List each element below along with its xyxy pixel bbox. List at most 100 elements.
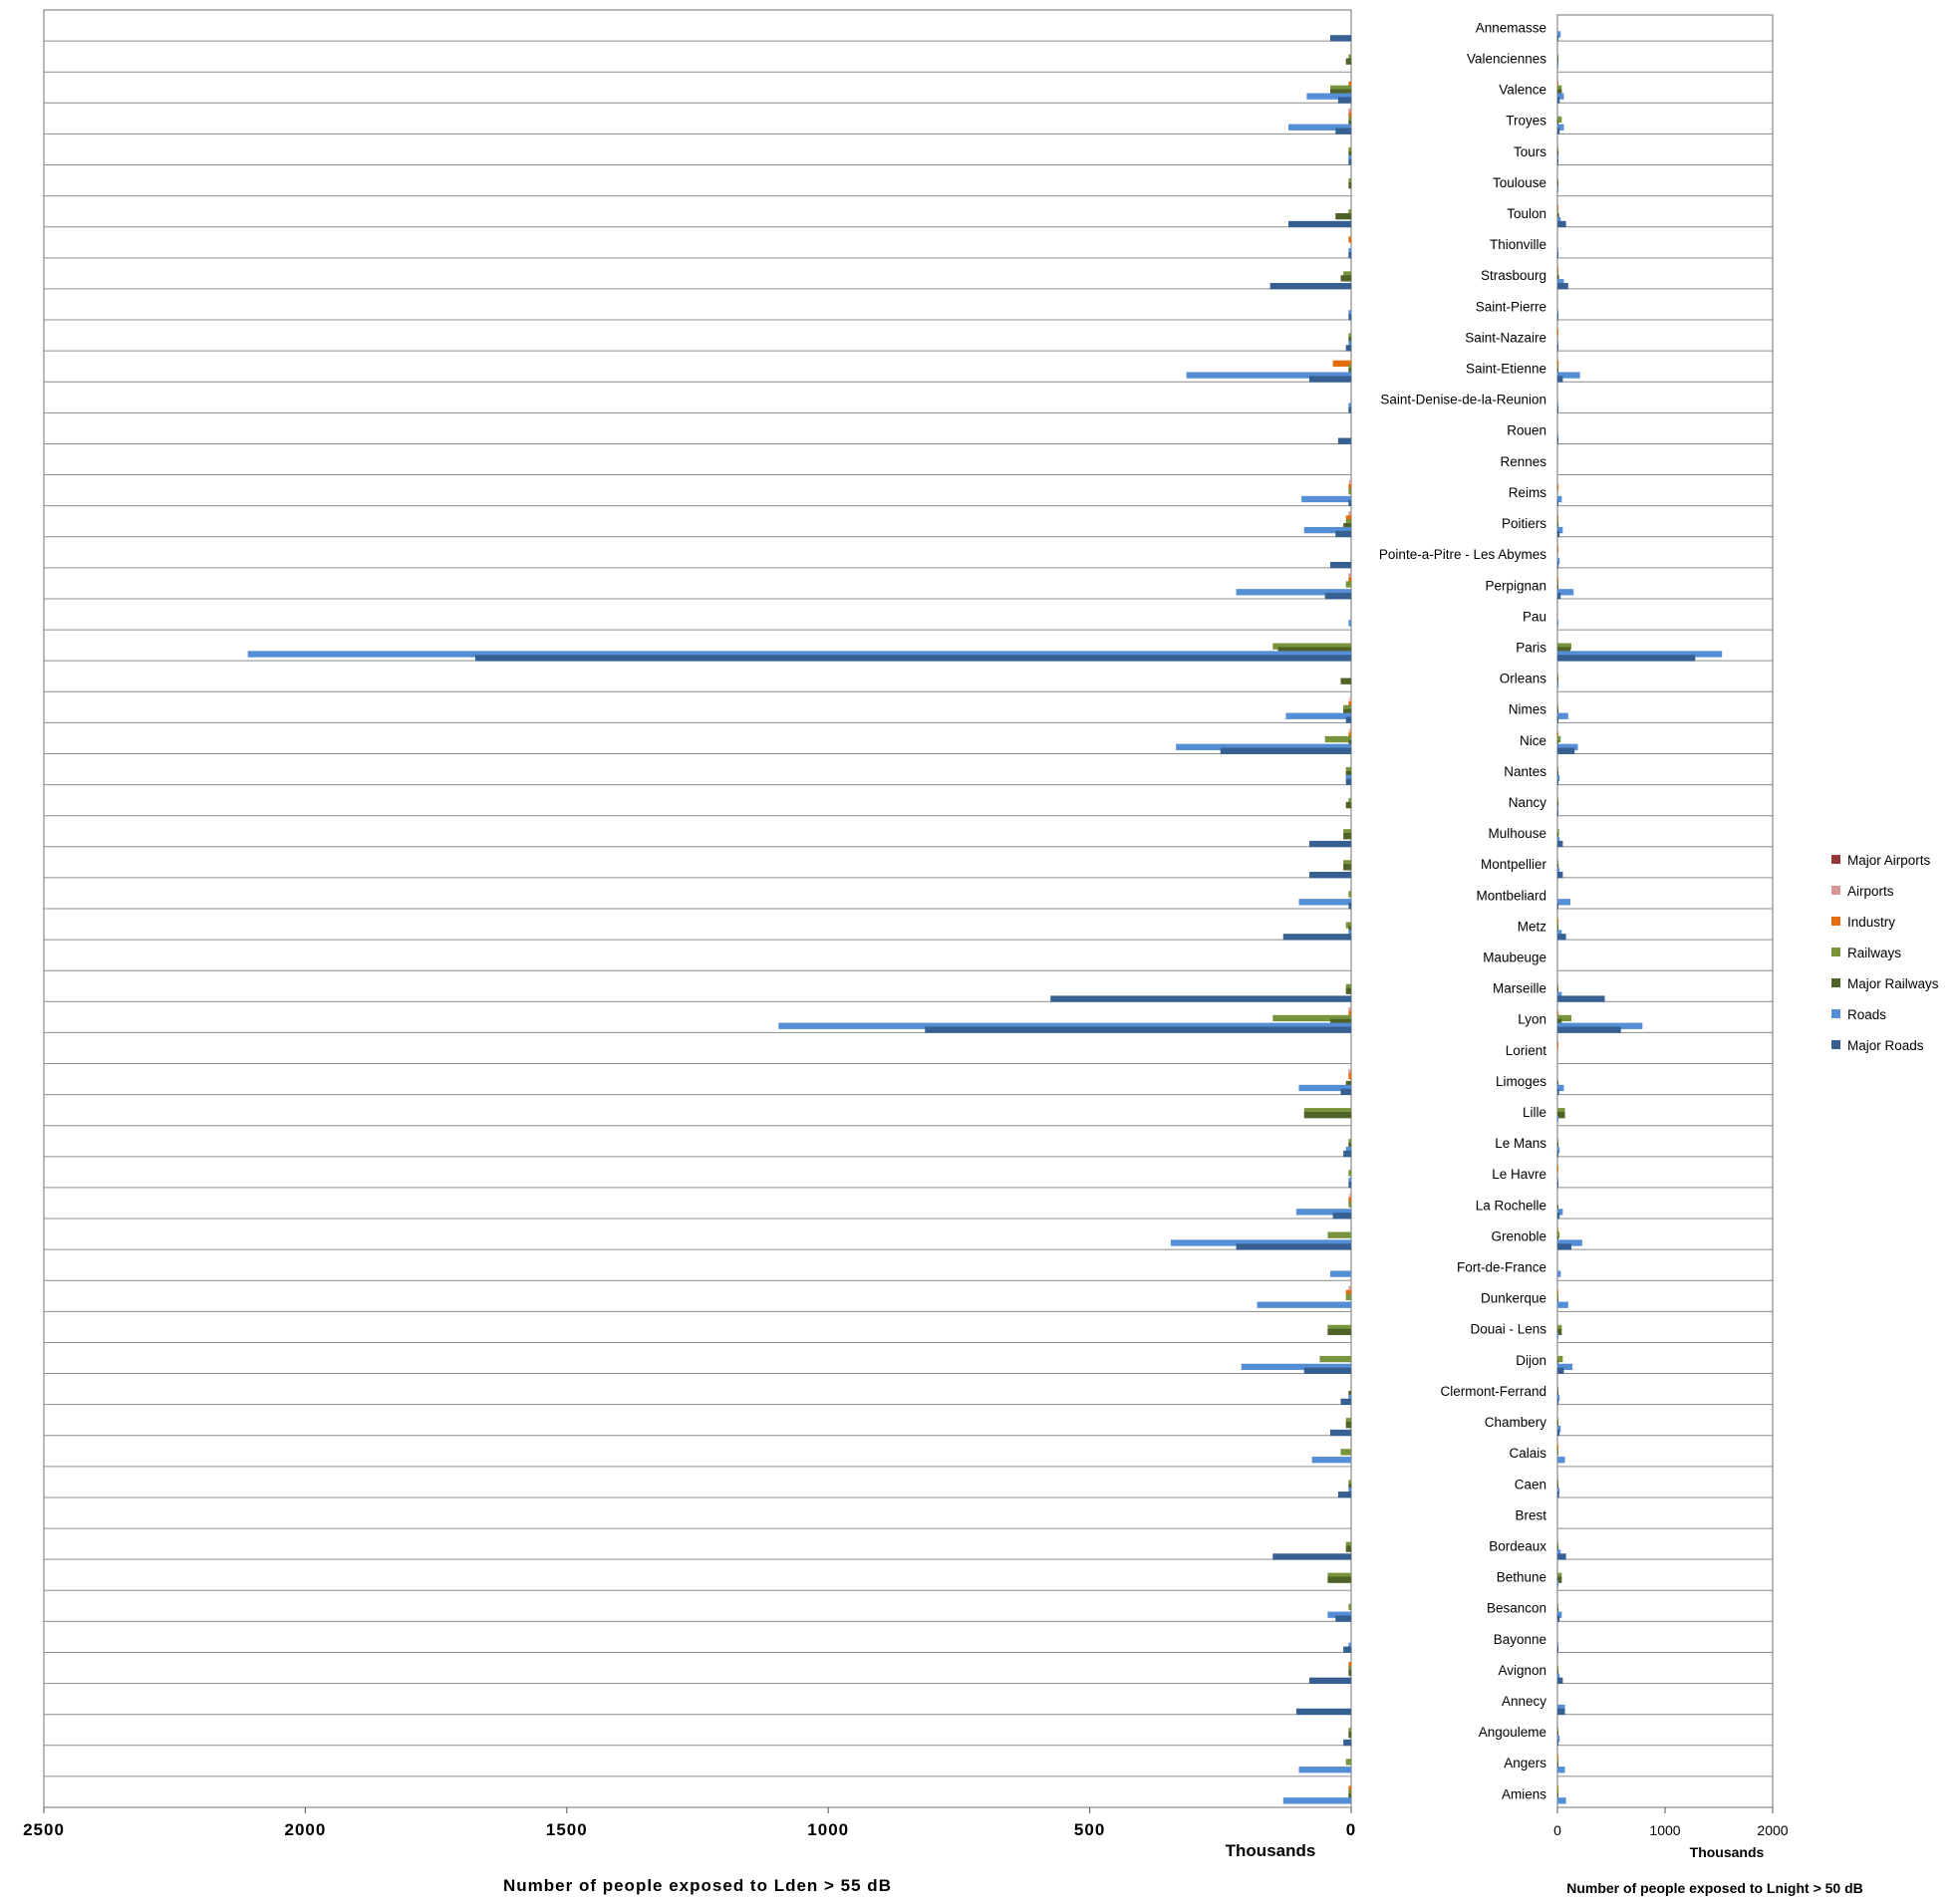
lnight-bar-roads-douai-lens (1557, 1333, 1558, 1339)
city-label-toulouse: Toulouse (1493, 175, 1546, 190)
lnight-bar-industry-saint-nazaire (1557, 330, 1558, 336)
lnight-bar-roads-nimes (1557, 713, 1568, 719)
lden-bar-major-roads-nimes (1346, 716, 1351, 722)
city-label-clermont-ferrand: Clermont-Ferrand (1440, 1384, 1546, 1399)
lden-bar-railways-reims (1348, 488, 1351, 494)
lden-bar-major-roads-bayonne (1343, 1647, 1351, 1653)
city-label-fort-de-france: Fort-de-France (1457, 1260, 1546, 1275)
city-label-nimes: Nimes (1509, 702, 1547, 717)
city-label-troyes: Troyes (1506, 114, 1546, 129)
lden-bar-major-roads-thionville (1348, 252, 1351, 258)
lden-bar-major-roads-annemasse (1330, 35, 1351, 41)
lnight-bar-major-roads-caen (1557, 1492, 1559, 1497)
city-label-avignon: Avignon (1498, 1663, 1546, 1678)
lnight-bar-major-roads-poitiers (1557, 531, 1559, 537)
city-label-calais: Calais (1509, 1446, 1546, 1461)
lnight-bar-major-roads-nantes (1557, 779, 1558, 785)
city-label-saint-nazaire: Saint-Nazaire (1465, 330, 1546, 345)
city-label-montbeliard: Montbeliard (1476, 888, 1546, 903)
city-label-lyon: Lyon (1518, 1012, 1546, 1027)
lnight-bar-roads-amiens (1557, 1797, 1566, 1803)
lden-bar-railways-perpignan (1346, 581, 1351, 587)
lnight-bar-major-roads-le-mans (1557, 1151, 1558, 1157)
legend-label-airports: Airports (1847, 884, 1894, 899)
lden-bar-major-roads-pointe-a-pitre-les-abymes (1330, 562, 1351, 568)
lnight-bar-roads-orleans (1557, 681, 1558, 687)
city-label-bordeaux: Bordeaux (1489, 1538, 1546, 1553)
city-label-montpellier: Montpellier (1481, 857, 1547, 872)
lden-bar-major-roads-troyes (1335, 129, 1351, 135)
lden-bar-major-roads-saint-nazaire (1346, 345, 1351, 351)
city-label-saint-pierre: Saint-Pierre (1476, 299, 1546, 314)
lnight-bar-major-roads-nancy (1557, 810, 1558, 816)
lnight-bar-major-roads-thionville (1557, 252, 1558, 258)
lden-bar-railways-montbeliard (1348, 891, 1351, 897)
lden-bar-roads-amiens (1283, 1797, 1351, 1803)
lden-tick-label: 1000 (807, 1820, 849, 1839)
city-label-rennes: Rennes (1500, 454, 1546, 469)
lden-bar-major-roads-saint-denise-de-la-reunion (1348, 407, 1351, 412)
lden-bar-major-roads-le-mans (1343, 1151, 1351, 1157)
city-label-toulon: Toulon (1507, 206, 1546, 221)
lnight-bar-major-roads-grenoble (1557, 1243, 1571, 1249)
lnight-bar-major-roads-perpignan (1557, 593, 1560, 599)
lden-bar-railways-nice (1325, 736, 1351, 742)
lden-bar-industry-saint-etienne (1333, 361, 1351, 367)
lnight-bar-major-roads-saint-pierre (1557, 314, 1558, 320)
lden-bar-major-roads-reims (1348, 500, 1351, 506)
lden-bar-major-roads-paris (475, 655, 1351, 661)
lden-bar-major-roads-perpignan (1325, 593, 1351, 599)
city-label-perpignan: Perpignan (1485, 578, 1546, 593)
lden-chart-panel: 2500 2000 1500 1000 500 0 (23, 10, 1356, 1839)
city-label-caen: Caen (1515, 1477, 1546, 1492)
lden-axis-title: Number of people exposed to Lden > 55 dB (503, 1876, 892, 1895)
city-label-saint-etienne: Saint-Etienne (1466, 362, 1546, 377)
lden-bar-roads-calais (1312, 1457, 1351, 1463)
lden-bar-major-railways-strasbourg (1341, 275, 1351, 281)
city-label-le-havre: Le Havre (1492, 1167, 1546, 1182)
lden-bar-major-roads-rouen (1338, 438, 1351, 444)
lnight-bar-major-roads-toulon (1557, 221, 1566, 227)
city-label-metz: Metz (1518, 919, 1547, 934)
lden-bar-major-railways-angouleme (1348, 1732, 1351, 1738)
lden-bar-major-roads-grenoble (1237, 1243, 1351, 1249)
lnight-bar-industry-pointe-a-pitre-les-abymes (1557, 546, 1558, 552)
city-label-thionville: Thionville (1490, 237, 1546, 252)
lnight-bar-major-roads-troyes (1557, 129, 1559, 135)
city-label-le-mans: Le Mans (1495, 1136, 1546, 1151)
legend-swatch-roads (1831, 1009, 1840, 1018)
lnight-unit-label: Thousands (1690, 1844, 1765, 1860)
lnight-bar-roads-fort-de-france (1557, 1270, 1560, 1276)
city-label-mulhouse: Mulhouse (1488, 826, 1546, 841)
city-label-limoges: Limoges (1496, 1074, 1546, 1089)
lden-bar-roads-dunkerque (1258, 1302, 1351, 1308)
lden-bar-major-roads-metz (1283, 934, 1351, 940)
city-label-angers: Angers (1504, 1756, 1546, 1770)
legend-swatch-railways (1831, 948, 1840, 956)
lden-bar-major-railways-lille (1304, 1112, 1351, 1118)
lnight-bar-major-roads-clermont-ferrand (1557, 1399, 1558, 1405)
lnight-bar-industry-lorient (1557, 1042, 1558, 1048)
lden-bar-roads-reims (1301, 496, 1351, 502)
lnight-bar-major-roads-montpellier (1557, 872, 1562, 878)
city-label-bethune: Bethune (1497, 1570, 1546, 1585)
lnight-bar-major-roads-rouen (1557, 438, 1558, 444)
lden-bar-major-roads-marseille (1050, 995, 1351, 1001)
legend-label-railways: Railways (1847, 946, 1901, 960)
lden-tick-label: 1500 (546, 1820, 588, 1839)
lnight-bar-major-roads-saint-nazaire (1557, 345, 1558, 351)
city-label-chambery: Chambery (1485, 1415, 1547, 1430)
lden-bar-major-roads-annecy (1296, 1709, 1351, 1715)
lnight-bar-roads-bethune (1557, 1580, 1558, 1586)
lnight-bar-major-roads-saint-etienne (1557, 376, 1562, 382)
lnight-bar-roads-valenciennes (1557, 62, 1558, 68)
lden-bar-major-railways-mulhouse (1343, 833, 1351, 839)
city-label-strasbourg: Strasbourg (1481, 268, 1546, 283)
lnight-bar-roads-toulouse (1557, 186, 1558, 192)
lden-tick-label: 500 (1074, 1820, 1105, 1839)
city-label-paris: Paris (1516, 640, 1546, 655)
legend: Major AirportsAirportsIndustryRailwaysMa… (1831, 853, 1939, 1053)
lden-bar-railways-le-havre (1348, 1170, 1351, 1176)
city-label-lorient: Lorient (1506, 1043, 1547, 1058)
